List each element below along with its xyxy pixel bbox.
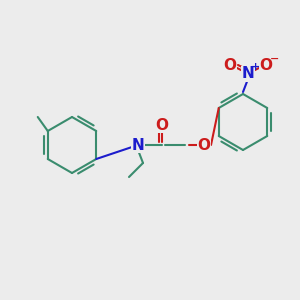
Text: +: + <box>250 62 260 72</box>
Text: −: − <box>270 54 280 64</box>
Text: N: N <box>242 67 254 82</box>
Text: O: O <box>197 137 211 152</box>
Text: N: N <box>132 137 144 152</box>
Text: O: O <box>155 118 169 133</box>
Text: O: O <box>224 58 236 74</box>
Text: O: O <box>260 58 272 74</box>
